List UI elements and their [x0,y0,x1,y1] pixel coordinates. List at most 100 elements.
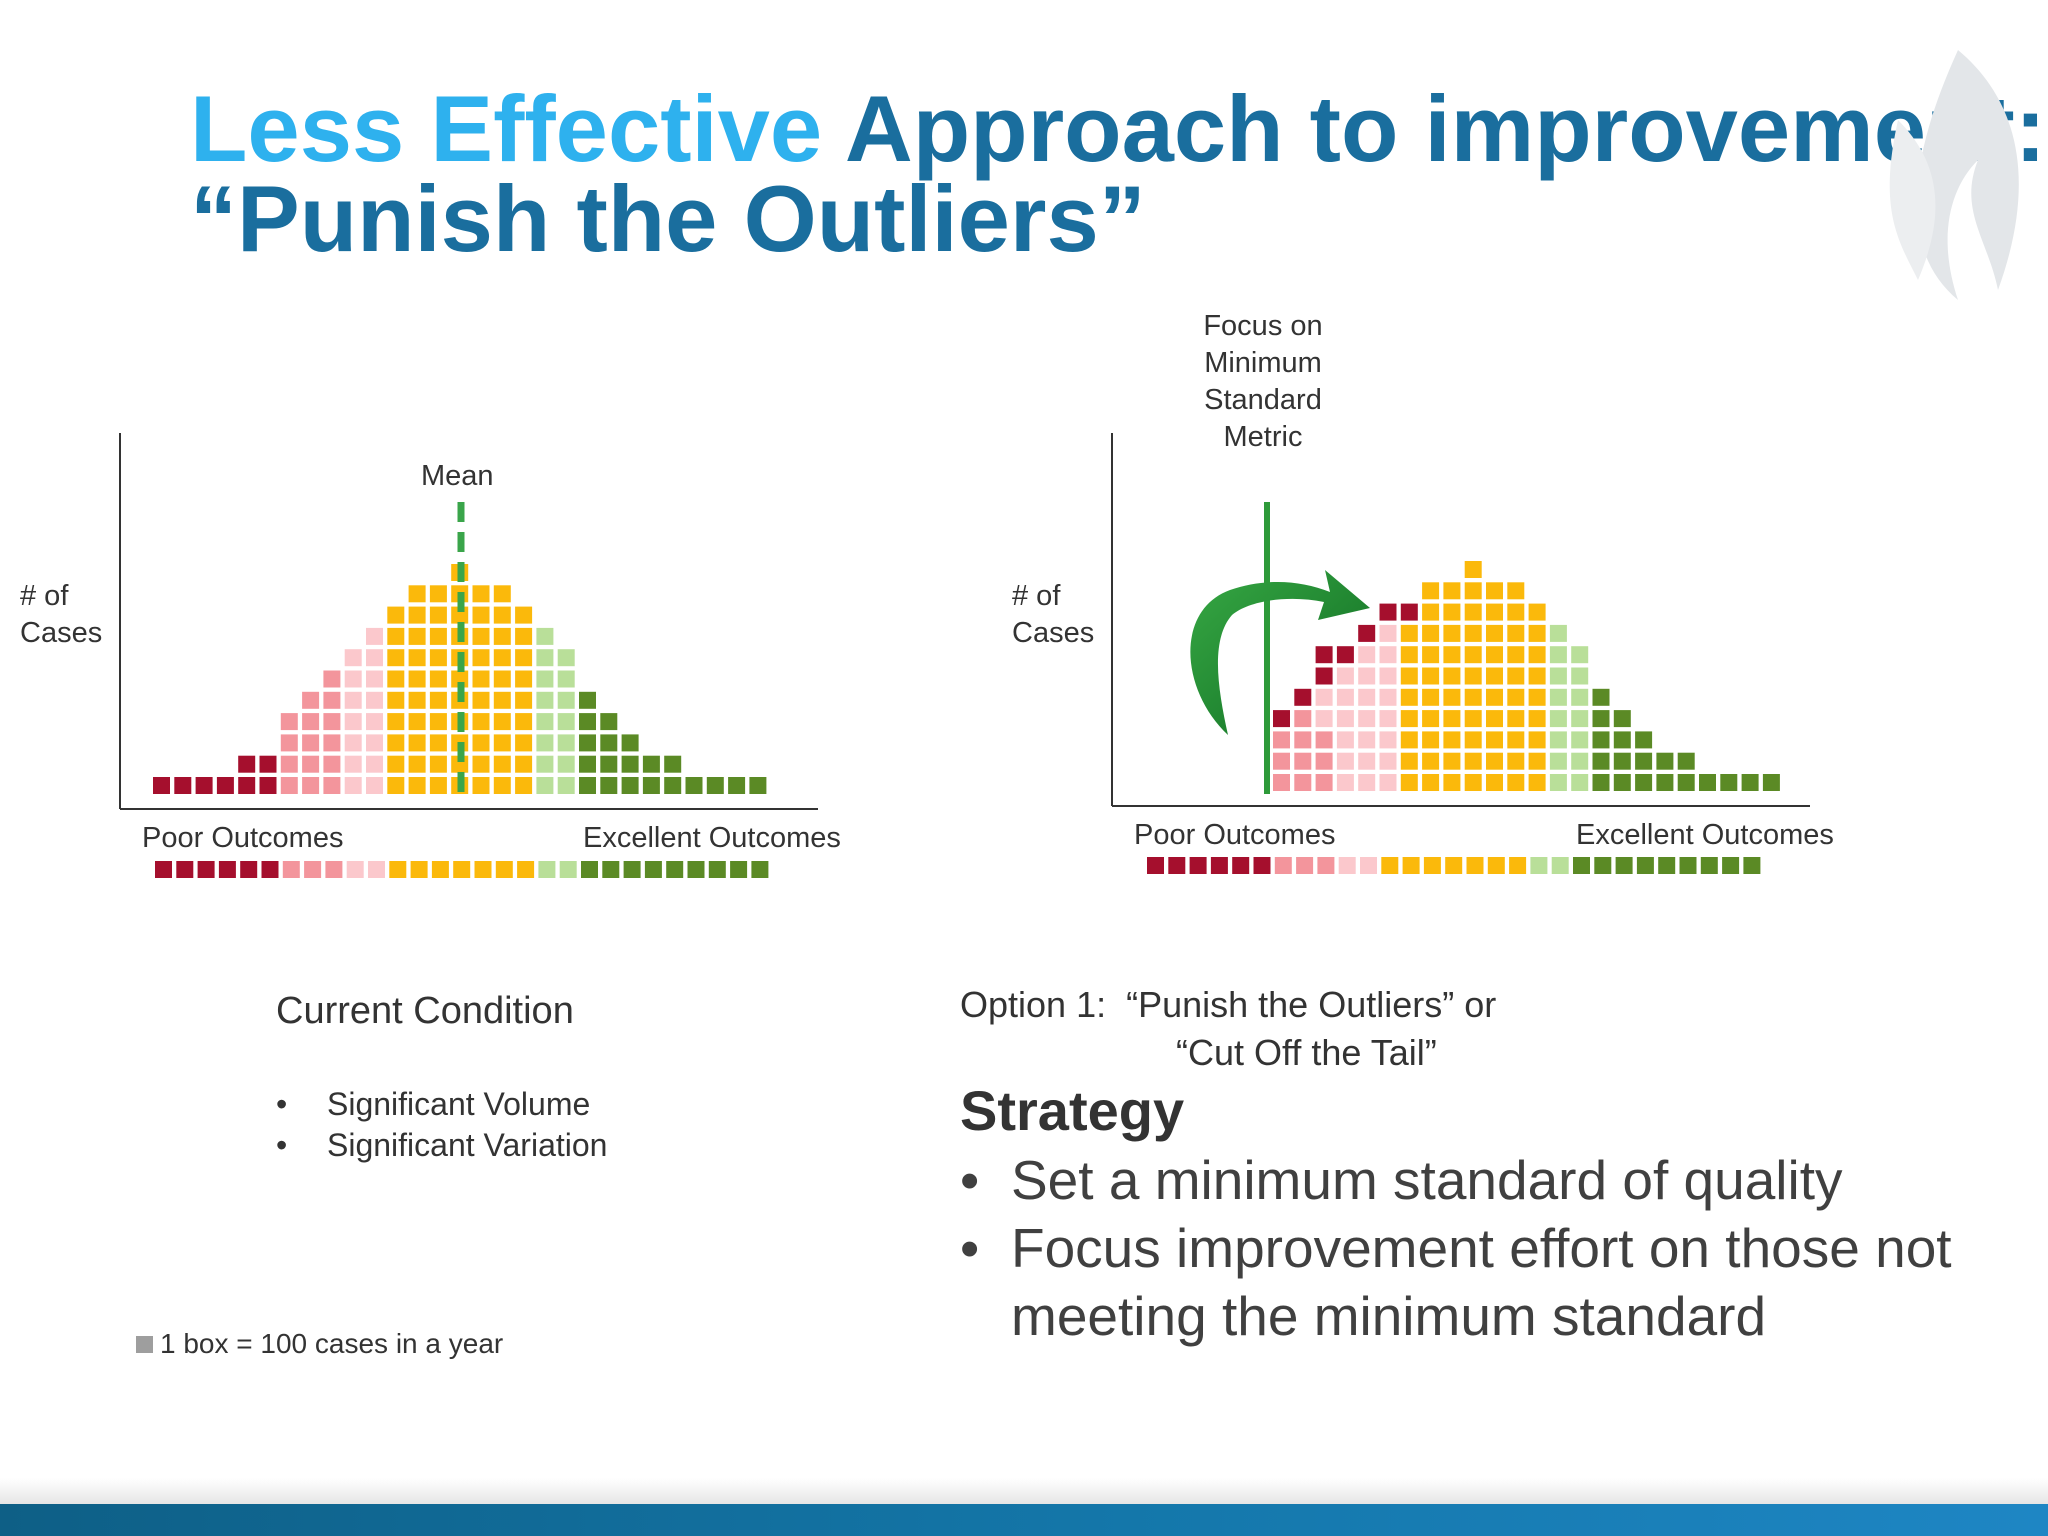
data-box [1358,646,1376,664]
data-box [1422,667,1440,685]
strip-box [1594,857,1612,874]
strip-box [1743,857,1761,874]
data-box [195,777,213,794]
data-box [536,734,554,752]
data-box [1464,731,1482,749]
strip-box [410,861,428,878]
strip-box [751,861,769,878]
option-line-2: “Cut Off the Tail” [1176,1032,1437,1073]
data-box [1613,774,1631,791]
data-box [429,691,447,709]
data-box [1358,667,1376,685]
data-box [472,777,490,794]
data-box [1528,731,1546,749]
focus-label: Focus on Minimum Standard Metric [1203,310,1323,453]
data-box [1635,752,1653,770]
footer-bar [0,1504,2048,1536]
data-box [1273,731,1290,749]
data-box [1464,710,1482,728]
data-box [280,777,298,794]
data-box [600,777,618,794]
strip-box [1573,857,1590,874]
data-box [1443,646,1461,664]
strip-box [1700,857,1718,874]
right-histogram [1273,561,1780,791]
data-box [280,734,298,752]
data-box [1528,752,1546,770]
data-box [472,585,490,603]
data-box [1336,646,1354,664]
data-box [749,777,767,794]
data-box [1571,710,1589,728]
data-box [1358,688,1376,706]
right-poor-outcomes-label: Poor Outcomes [1134,819,1336,851]
data-box [1635,774,1653,791]
data-box [1699,774,1716,791]
data-box [1464,667,1482,685]
data-box [1400,752,1418,770]
data-box [174,777,192,794]
data-box [387,649,405,667]
footer-shadow [0,1478,2048,1504]
data-box [515,777,533,794]
data-box [323,734,341,752]
data-box [1486,603,1503,621]
data-box [472,691,490,709]
strip-box [240,861,258,878]
list-item: Focus improvement effort on those not me… [960,1214,1980,1350]
data-box [323,777,341,794]
data-box [493,606,511,624]
data-box [1315,688,1333,706]
data-box [1443,688,1461,706]
data-box [1443,624,1461,642]
data-box [1422,582,1440,600]
data-box [344,755,362,773]
strip-box [1168,857,1186,874]
data-box [280,755,298,773]
data-box [1294,731,1312,749]
data-box [536,691,554,709]
strip-box [623,861,641,878]
strip-box [1679,857,1697,874]
slide-title: Less Effective Approach to improvement: [190,82,2046,176]
data-box [1379,774,1397,791]
data-box [515,606,533,624]
data-box [1635,731,1653,749]
data-box [366,755,383,773]
data-box [1379,688,1397,706]
data-box [1400,667,1418,685]
strip-box [1338,857,1356,874]
data-box [408,691,426,709]
data-box [1549,688,1567,706]
data-box [1294,752,1312,770]
strip-box [1317,857,1335,874]
data-box [408,585,426,603]
data-box [515,713,533,731]
strategy-heading: Strategy [960,1079,1185,1142]
data-box [1422,603,1440,621]
data-box [1507,667,1525,685]
data-box [493,649,511,667]
data-box [1549,710,1567,728]
data-box [344,649,362,667]
data-box [1528,688,1546,706]
data-box [1443,603,1461,621]
strip-box [708,861,726,878]
data-box [1571,667,1589,685]
legend-text: 1 box = 100 cases in a year [160,1328,504,1359]
data-box [344,734,362,752]
data-box [1422,774,1440,791]
strip-box [1423,857,1441,874]
data-box [323,670,341,688]
data-box [408,670,426,688]
data-box [1486,688,1503,706]
data-box [1294,710,1312,728]
data-box [472,606,490,624]
data-box [515,670,533,688]
strip-box [389,861,407,878]
data-box [1358,752,1376,770]
data-box [1400,731,1418,749]
data-box [1464,646,1482,664]
strip-box [474,861,492,878]
